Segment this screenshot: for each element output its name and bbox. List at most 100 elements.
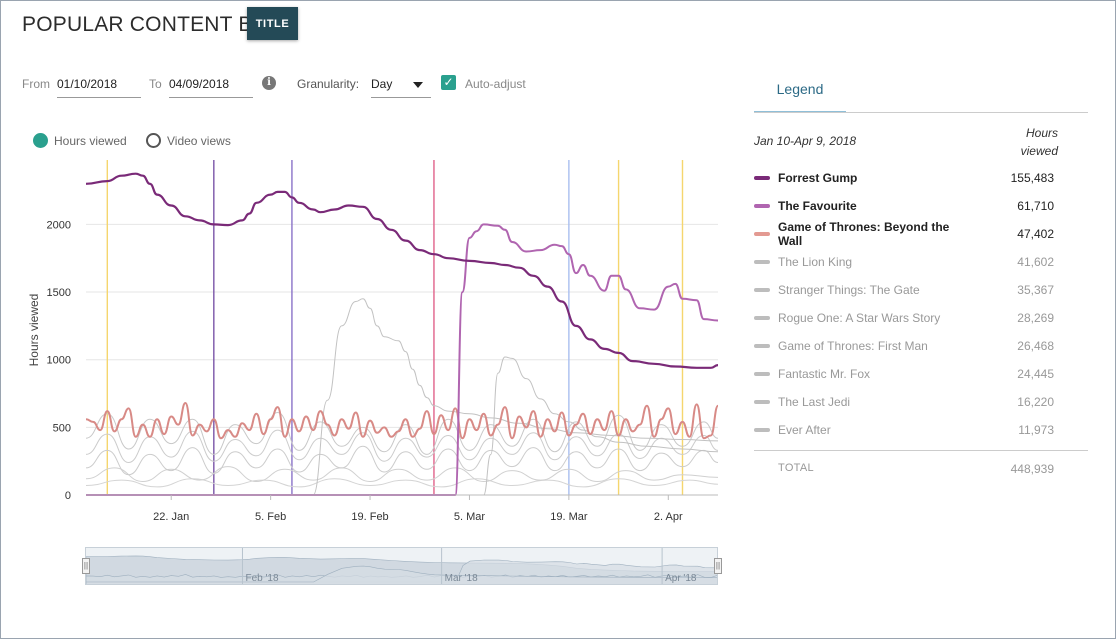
from-date-field[interactable]: 01/10/2018 [57, 70, 141, 98]
legend-period: Jan 10-Apr 9, 2018 [754, 134, 857, 148]
video-views-label: Video views [167, 133, 231, 148]
legend-swatch [754, 260, 770, 264]
legend-swatch [754, 288, 770, 292]
auto-adjust-checkbox[interactable]: ✓ [441, 75, 456, 90]
series-layer [85, 172, 719, 497]
navigator-label: Apr '18 [665, 573, 697, 584]
grid [86, 223, 718, 428]
legend-item[interactable]: The Favourite 61,710 [754, 196, 1054, 216]
line-chart: 0 500 1000 1500 2000 22. Jan 5. Feb 19. Feb 5. M… [27, 160, 719, 523]
legend-item[interactable]: Game of Thrones: Beyond the Wall 47,402 [754, 220, 1054, 248]
axes: 0 500 1000 1500 2000 22. Jan 5. Feb 19. Feb 5. M… [27, 219, 718, 523]
to-label: To [149, 77, 162, 91]
x-tick-label: 2. Apr [654, 511, 683, 523]
navigator-chart: Feb '18 Mar '18 Apr '18 [86, 548, 717, 584]
legend-item-name: Stranger Things: The Gate [778, 283, 920, 297]
series-line [85, 412, 719, 455]
event-markers [106, 160, 684, 495]
video-views-toggle[interactable]: Video views [146, 133, 231, 148]
group-by-title-button[interactable]: TITLE [247, 7, 298, 40]
legend-item-value: 16,220 [1017, 395, 1054, 409]
legend-swatch [754, 344, 770, 348]
x-tick-label: 5. Mar [454, 511, 486, 523]
legend-divider [754, 112, 1088, 113]
legend-item-value: 11,973 [1018, 423, 1054, 437]
y-tick-label: 1500 [47, 287, 71, 299]
navigator-right-handle[interactable]: || [714, 558, 722, 574]
legend-item-value: 41,602 [1017, 255, 1054, 269]
legend-item-value: 28,269 [1017, 311, 1054, 325]
series-line [85, 298, 719, 496]
range-navigator[interactable]: Feb '18 Mar '18 Apr '18 [85, 547, 718, 585]
legend-item-name: The Lion King [778, 255, 853, 269]
x-tick-label: 19. Feb [351, 511, 388, 523]
y-tick-label: 2000 [47, 219, 71, 231]
x-tick-label: 19. Mar [550, 511, 588, 523]
series-line [85, 356, 719, 496]
legend-item-value: 61,710 [1017, 199, 1054, 213]
from-label: From [22, 77, 50, 91]
granularity-select[interactable]: Day [371, 70, 431, 98]
x-tick-label: 22. Jan [153, 511, 189, 523]
tab-legend[interactable]: Legend [754, 81, 846, 113]
navigator-label: Mar '18 [445, 573, 478, 584]
series-line [85, 478, 719, 488]
navigator-area [86, 565, 717, 584]
series-line [85, 429, 719, 463]
legend-item[interactable]: Stranger Things: The Gate 35,367 [754, 280, 1054, 300]
legend-swatch [754, 176, 770, 180]
series-line [85, 466, 719, 482]
legend-item-value: 155,483 [1010, 171, 1054, 185]
page-title: POPULAR CONTENT BY [22, 13, 267, 36]
legend-total-divider [754, 450, 1088, 451]
y-tick-label: 500 [53, 422, 71, 434]
legend-item[interactable]: The Last Jedi 16,220 [754, 392, 1054, 412]
legend-swatch [754, 316, 770, 320]
legend-item-value: 24,445 [1017, 367, 1054, 381]
auto-adjust-label: Auto-adjust [465, 77, 526, 91]
legend-item-name: Forrest Gump [778, 171, 858, 185]
legend-swatch [754, 400, 770, 404]
legend-item[interactable]: Rogue One: A Star Wars Story 28,269 [754, 308, 1054, 328]
legend-swatch [754, 204, 770, 208]
to-date-field[interactable]: 04/09/2018 [169, 70, 253, 98]
legend-item-name: Game of Thrones: Beyond the Wall [778, 220, 950, 248]
legend-swatch [754, 372, 770, 376]
legend-item-name: Fantastic Mr. Fox [778, 367, 871, 381]
legend-column-header: Hours viewed [990, 124, 1058, 160]
hours-viewed-label: Hours viewed [54, 133, 127, 148]
legend-column-header-line2: viewed [1020, 144, 1058, 158]
x-tick-label: 5. Feb [255, 511, 286, 523]
radio-selected-icon [33, 133, 48, 148]
navigator-left-handle[interactable]: || [82, 558, 90, 574]
series-line [85, 402, 719, 440]
legend-item[interactable]: Ever After 11,973 [754, 420, 1054, 440]
navigator-label: Feb '18 [245, 573, 278, 584]
legend-item-value: 35,367 [1017, 283, 1054, 297]
y-tick-label: 0 [65, 490, 71, 502]
info-icon[interactable]: i [262, 76, 276, 90]
legend-item-name: The Last Jedi [778, 395, 851, 409]
legend-item[interactable]: Fantastic Mr. Fox 24,445 [754, 364, 1054, 384]
y-tick-label: 1000 [47, 355, 71, 367]
legend-item-name: Game of Thrones: First Man [778, 339, 928, 353]
series-line [85, 223, 719, 497]
hours-viewed-toggle[interactable]: Hours viewed [33, 133, 127, 148]
chevron-down-icon[interactable] [413, 82, 423, 88]
legend-item[interactable]: The Lion King 41,602 [754, 252, 1054, 272]
series-line [85, 445, 719, 476]
legend-total-label: TOTAL [778, 462, 814, 474]
radio-unselected-icon [146, 133, 161, 148]
legend-item-value: 26,468 [1017, 339, 1054, 353]
y-axis-title: Hours viewed [27, 294, 41, 367]
legend-item[interactable]: Forrest Gump 155,483 [754, 168, 1054, 188]
legend-swatch [754, 428, 770, 432]
legend-swatch [754, 232, 770, 236]
legend-column-header-line1: Hours [1025, 126, 1058, 140]
legend-item[interactable]: Game of Thrones: First Man 26,468 [754, 336, 1054, 356]
legend-item-name: Ever After [778, 423, 831, 437]
granularity-label: Granularity: [297, 77, 360, 91]
legend-item-name: The Favourite [778, 199, 857, 213]
series-line [85, 172, 719, 369]
legend-total-value: 448,939 [1010, 462, 1054, 476]
